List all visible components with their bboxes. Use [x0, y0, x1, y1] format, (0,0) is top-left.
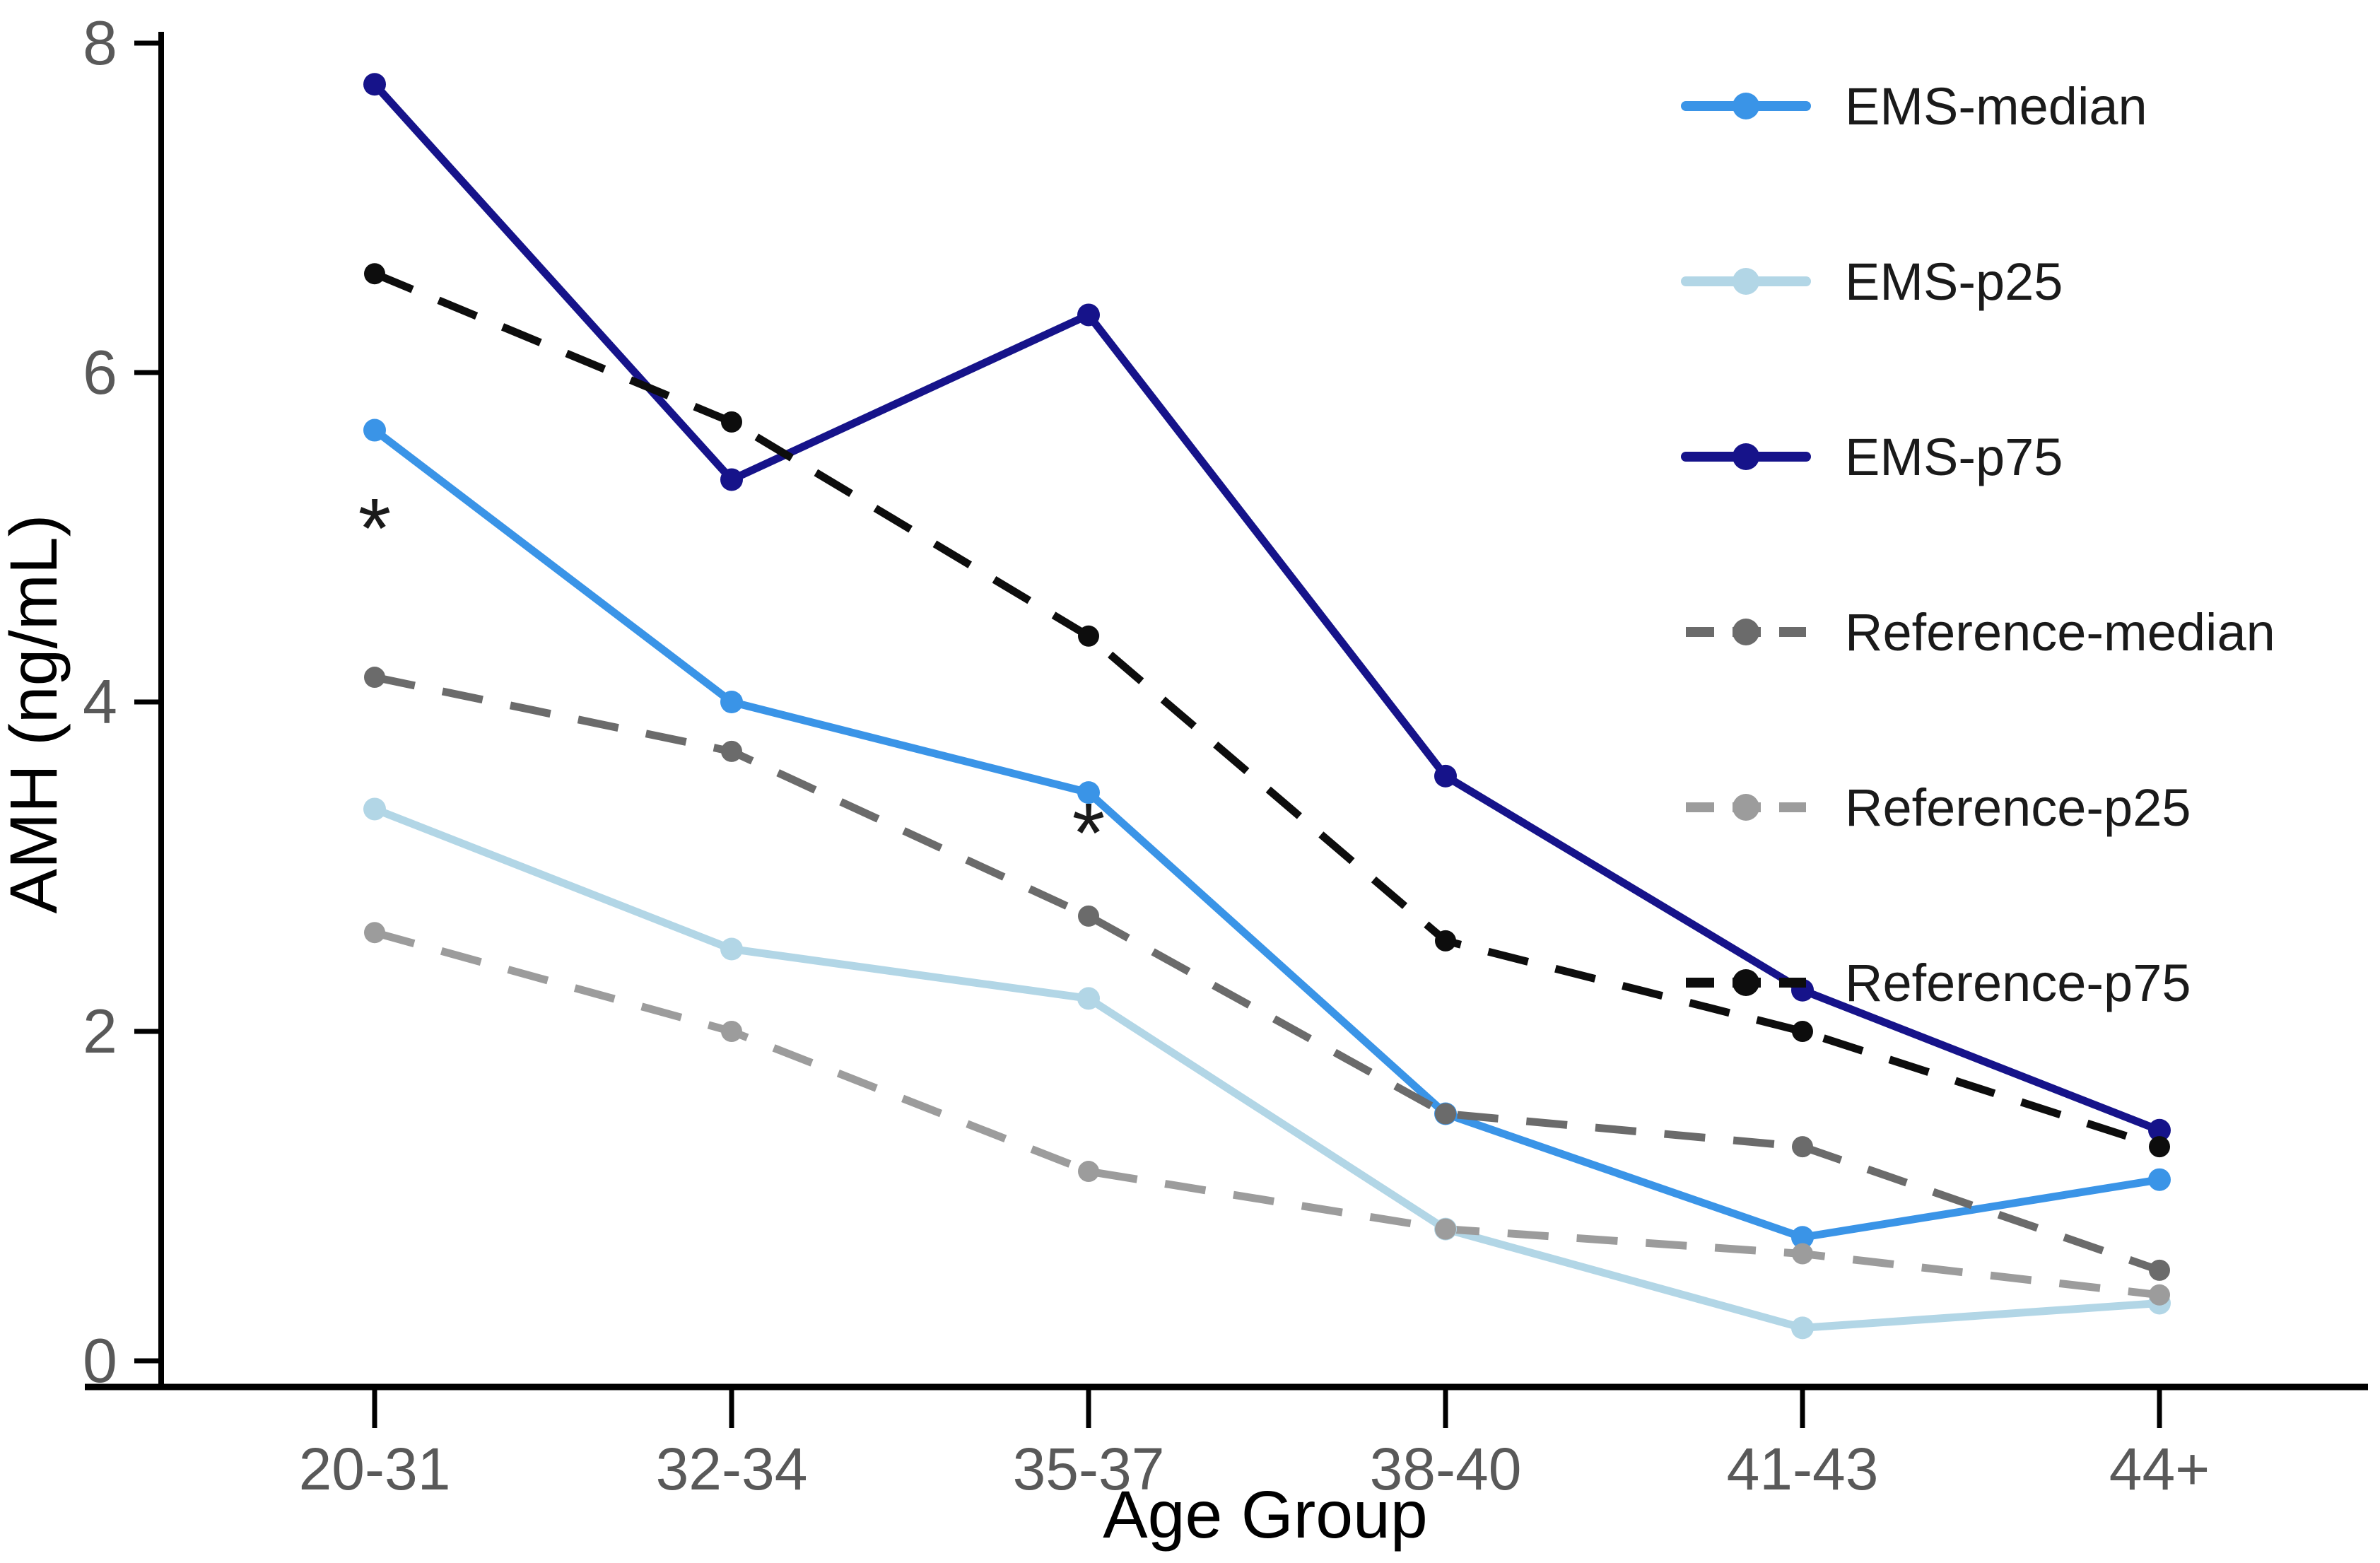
- data-point-reference-p75: [1792, 1021, 1813, 1042]
- legend-label: Reference-median: [1845, 603, 2275, 662]
- legend-item-reference-p75: Reference-p75: [1686, 954, 2191, 1012]
- data-point-ems-median: [1791, 1226, 1814, 1249]
- legend-swatch-dot: [1733, 443, 1759, 470]
- legend-item-ems-p75: EMS-p75: [1681, 428, 2063, 486]
- x-tick-label: 32-34: [656, 1436, 808, 1502]
- x-tick-label: 20-31: [299, 1436, 451, 1502]
- legend-label: EMS-p25: [1845, 252, 2063, 311]
- legend-item-reference-median: Reference-median: [1686, 603, 2275, 662]
- data-point-ems-median: [1077, 781, 1100, 804]
- data-point-ems-p25: [720, 937, 743, 961]
- legend-label: EMS-median: [1845, 77, 2147, 136]
- significance-asterisk: *: [358, 481, 392, 575]
- legend-item-ems-median: EMS-median: [1681, 77, 2147, 136]
- legend-label: Reference-p25: [1845, 778, 2191, 837]
- series-line-reference-median: [373, 673, 2161, 1275]
- data-point-reference-median: [1078, 905, 1099, 927]
- data-point-reference-p25: [1078, 1161, 1099, 1183]
- data-point-ems-p75: [1077, 303, 1100, 327]
- data-point-reference-p75: [721, 411, 742, 433]
- x-tick-label: 44+: [2109, 1436, 2210, 1502]
- data-point-reference-median: [1435, 1103, 1456, 1125]
- data-point-ems-p75: [363, 73, 386, 96]
- data-point-reference-p25: [1435, 1218, 1456, 1240]
- legend-swatch-dot: [1733, 794, 1759, 821]
- data-point-reference-median: [2149, 1259, 2170, 1281]
- data-point-reference-p75: [1078, 625, 1099, 647]
- data-point-ems-median: [2148, 1168, 2171, 1191]
- data-point-reference-median: [721, 740, 742, 762]
- data-point-reference-median: [364, 667, 385, 689]
- legend-item-reference-p25: Reference-p25: [1686, 778, 2191, 837]
- y-tick-label: 4: [83, 667, 117, 737]
- data-point-reference-p25: [2149, 1284, 2170, 1306]
- y-tick-label: 8: [83, 8, 117, 78]
- legend-swatch-dot: [1733, 268, 1759, 295]
- data-point-reference-p75: [364, 263, 385, 285]
- data-point-ems-median: [363, 418, 386, 442]
- legend-swatch-dot: [1733, 619, 1759, 645]
- data-point-reference-median: [1792, 1136, 1813, 1158]
- data-point-ems-p75: [2148, 1118, 2171, 1142]
- series-line-ems-median: [370, 426, 2164, 1241]
- legend-label: EMS-p75: [1845, 428, 2063, 486]
- data-point-ems-p25: [1791, 1316, 1814, 1340]
- x-tick-label: 41-43: [1727, 1436, 1879, 1502]
- legend-swatch-dot: [1733, 93, 1759, 119]
- x-axis-title: Age Group: [1103, 1477, 1427, 1552]
- series-line-ems-p25: [370, 804, 2164, 1332]
- y-tick-label: 6: [83, 337, 117, 407]
- legend-item-ems-p25: EMS-p25: [1681, 252, 2063, 311]
- data-point-reference-p25: [1792, 1243, 1813, 1265]
- legend-label: Reference-p75: [1845, 954, 2191, 1012]
- y-tick-label: 0: [83, 1325, 117, 1395]
- data-point-reference-p75: [2149, 1136, 2170, 1158]
- series-line-ems-p75: [370, 80, 2164, 1135]
- data-point-ems-p25: [1077, 987, 1100, 1010]
- data-point-reference-p25: [364, 922, 385, 944]
- legend-swatch-dot: [1733, 969, 1759, 996]
- y-tick-label: 2: [83, 996, 117, 1066]
- x-tick-label: 38-40: [1370, 1436, 1522, 1502]
- x-tick-label: 35-37: [1013, 1436, 1165, 1502]
- y-axis-title: AMH (ng/mL): [0, 515, 71, 914]
- series-line-reference-p75: [373, 270, 2161, 1151]
- data-point-reference-p75: [1435, 930, 1456, 952]
- data-point-ems-p25: [363, 797, 386, 821]
- series-line-reference-p25: [373, 928, 2160, 1299]
- data-point-reference-p25: [721, 1021, 742, 1042]
- significance-asterisk: *: [1072, 785, 1106, 880]
- data-point-ems-p75: [1434, 764, 1457, 788]
- data-point-ems-median: [720, 691, 743, 713]
- data-point-ems-p75: [720, 468, 743, 491]
